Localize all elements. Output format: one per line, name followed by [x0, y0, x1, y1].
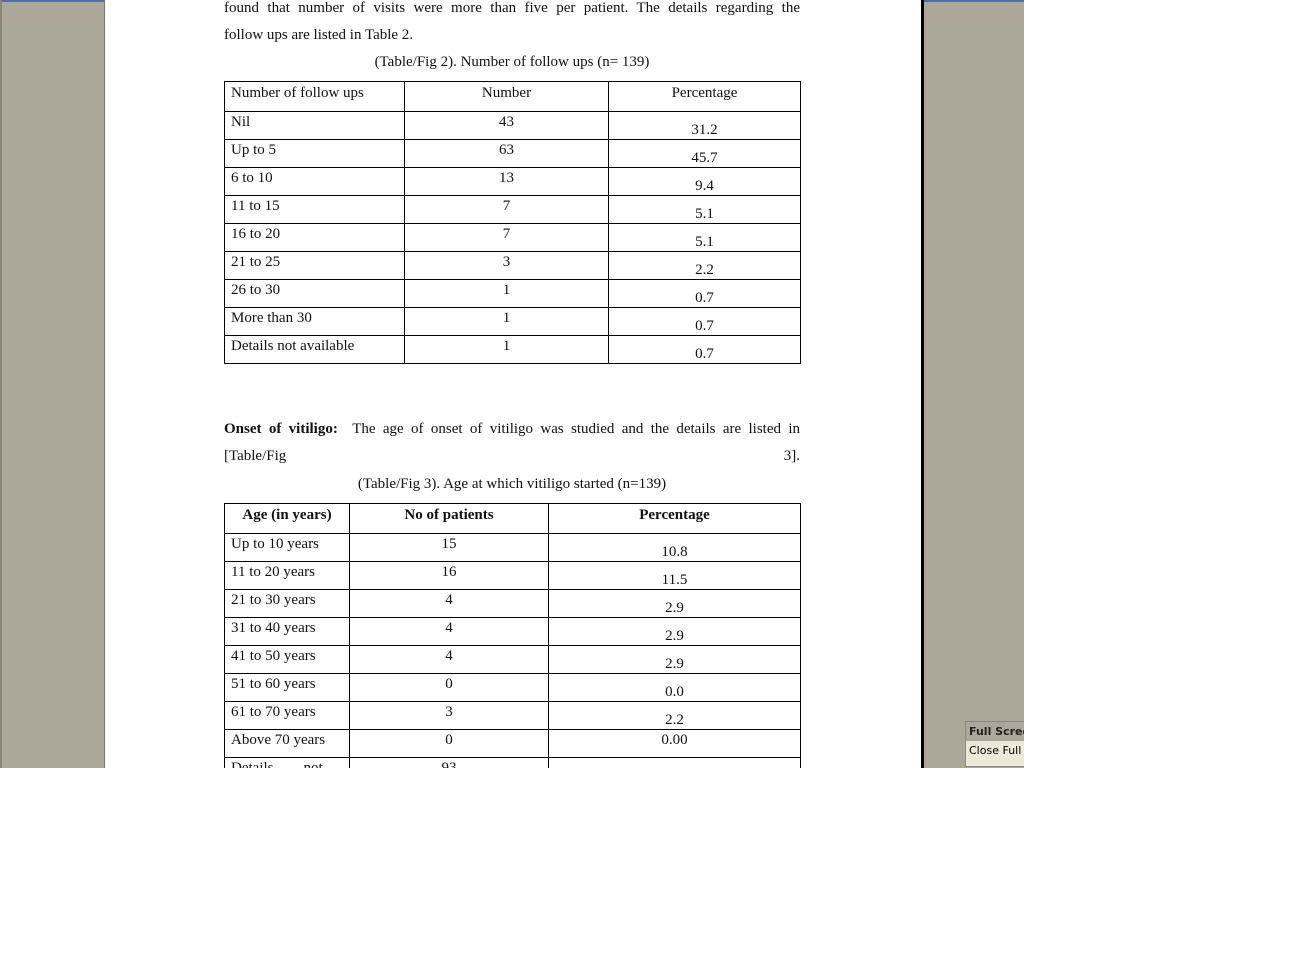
- label-cell: 21 to 30 years: [224, 589, 350, 618]
- label-cell: 41 to 50 years: [224, 645, 350, 674]
- label-cell: Nil: [224, 111, 405, 140]
- follow-ups-table: Number of follow ups Number Percentage Nil…: [224, 81, 801, 364]
- percentage-cell: 2.2: [608, 251, 801, 280]
- table-row: 21 to 30 years 4 2.9: [224, 589, 801, 618]
- intro-line-2: follow ups are listed in Table 2.: [224, 27, 414, 43]
- table-row: Nil 43 31.2: [224, 111, 801, 140]
- table-row: 21 to 25 3 2.2: [224, 251, 801, 280]
- count-cell: 7: [404, 195, 609, 224]
- count-cell: 3: [349, 701, 549, 730]
- count-cell: 0: [349, 729, 549, 758]
- count-cell: 1: [404, 335, 609, 364]
- onset-paragraph: Onset of vitiligo: The age of onset of v…: [224, 416, 800, 470]
- table-row: 51 to 60 years 0 0.0: [224, 673, 801, 702]
- percentage-cell: 5.1: [608, 223, 801, 252]
- table-row: Up to 5 63 45.7: [224, 139, 801, 168]
- percentage-cell: 2.9: [548, 589, 801, 618]
- intro-line-1: found that number of visits were more th…: [224, 0, 800, 16]
- table-row: 31 to 40 years 4 2.9: [224, 617, 801, 646]
- percentage-cell: 9.4: [608, 167, 801, 196]
- count-cell: 3: [404, 251, 609, 280]
- table-row: 26 to 30 1 0.7: [224, 279, 801, 308]
- count-cell: 7: [404, 223, 609, 252]
- table-row: 11 to 15 7 5.1: [224, 195, 801, 224]
- count-cell: 63: [404, 139, 609, 168]
- percentage-cell: 0.7: [608, 307, 801, 336]
- percentage-cell: 31.2: [608, 111, 801, 140]
- column-header: Percentage: [608, 81, 801, 112]
- percentage-cell: 2.2: [548, 701, 801, 730]
- count-cell: 93: [349, 757, 549, 768]
- column-header: Number: [404, 81, 609, 112]
- count-cell: 4: [349, 645, 549, 674]
- count-cell: 0: [349, 673, 549, 702]
- document-page: found that number of visits were more th…: [104, 0, 924, 768]
- table-row: 61 to 70 years 3 2.2: [224, 701, 801, 730]
- column-header: Percentage: [548, 503, 801, 534]
- percentage-cell: 45.7: [608, 139, 801, 168]
- table-row: More than 30 1 0.7: [224, 307, 801, 336]
- percentage-cell: 0.0: [548, 673, 801, 702]
- label-cell: 61 to 70 years: [224, 701, 350, 730]
- column-header: No of patients: [349, 503, 549, 534]
- percentage-cell: 0.7: [608, 335, 801, 364]
- label-cell: 11 to 20 years: [224, 561, 350, 590]
- label-cell: Up to 5: [224, 139, 405, 168]
- table-row: 6 to 10 13 9.4: [224, 167, 801, 196]
- count-cell: 4: [349, 617, 549, 646]
- label-cell: Details not available: [224, 335, 405, 364]
- table-row: Details not 93: [224, 757, 801, 768]
- label-cell: Up to 10 years: [224, 533, 350, 562]
- count-cell: 13: [404, 167, 609, 196]
- fullscreen-toolbar: Full Screen Close Full Screen: [965, 721, 1024, 767]
- count-cell: 43: [404, 111, 609, 140]
- label-cell: 16 to 20: [224, 223, 405, 252]
- table-row: Details not available 1 0.7: [224, 335, 801, 364]
- count-cell: 1: [404, 279, 609, 308]
- count-cell: 1: [404, 307, 609, 336]
- percentage-cell: 5.1: [608, 195, 801, 224]
- percentage-cell: 11.5: [548, 561, 801, 590]
- table2-caption: (Table/Fig 2). Number of follow ups (n= …: [374, 54, 650, 70]
- label-cell: More than 30: [224, 307, 405, 336]
- fullscreen-title: Full Screen: [966, 722, 1024, 741]
- column-header: Age (in years): [224, 503, 350, 534]
- screen: found that number of visits were more th…: [0, 0, 1024, 768]
- percentage-cell: [548, 757, 801, 768]
- percentage-cell: 0.7: [608, 279, 801, 308]
- window-left-border: [0, 0, 2, 768]
- count-cell: 4: [349, 589, 549, 618]
- header-row: Age (in years) No of patients Percentage: [224, 503, 801, 534]
- label-cell: Above 70 years: [224, 729, 350, 758]
- header-row: Number of follow ups Number Percentage: [224, 81, 801, 112]
- table-row: 41 to 50 years 4 2.9: [224, 645, 801, 674]
- column-header: Number of follow ups: [224, 81, 405, 112]
- onset-text: The age of onset of vitiligo was studied…: [224, 421, 800, 464]
- label-cell: 6 to 10: [224, 167, 405, 196]
- table-row: 11 to 20 years 16 11.5: [224, 561, 801, 590]
- label-cell: 31 to 40 years: [224, 617, 350, 646]
- close-fullscreen-button[interactable]: Close Full Screen: [969, 744, 1024, 757]
- percentage-cell: 2.9: [548, 617, 801, 646]
- table3-caption: (Table/Fig 3). Age at which vitiligo sta…: [357, 476, 667, 492]
- table-row: Up to 10 years 15 10.8: [224, 533, 801, 562]
- label-cell: 11 to 15: [224, 195, 405, 224]
- label-cell: 21 to 25: [224, 251, 405, 280]
- percentage-cell: 0.00: [548, 729, 801, 758]
- table-row: 16 to 20 7 5.1: [224, 223, 801, 252]
- label-cell: Details not: [224, 757, 350, 768]
- onset-heading: Onset of vitiligo:: [224, 421, 338, 437]
- percentage-cell: 10.8: [548, 533, 801, 562]
- count-cell: 16: [349, 561, 549, 590]
- count-cell: 15: [349, 533, 549, 562]
- table-row: Above 70 years 0 0.00: [224, 729, 801, 758]
- onset-age-table: Age (in years) No of patients Percentage U…: [224, 503, 801, 768]
- label-cell: 51 to 60 years: [224, 673, 350, 702]
- percentage-cell: 2.9: [548, 645, 801, 674]
- label-cell: 26 to 30: [224, 279, 405, 308]
